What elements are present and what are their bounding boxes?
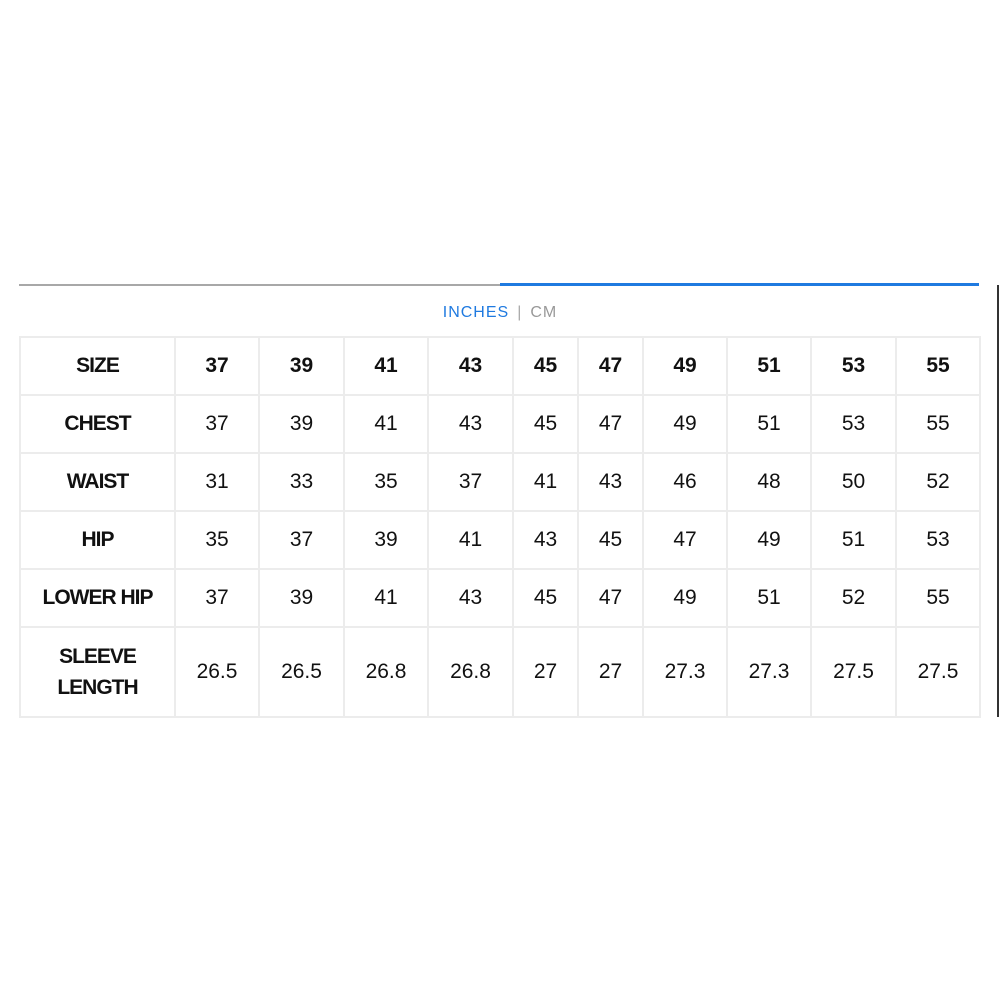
measurement-cell: 37	[174, 568, 260, 628]
row-label: WAIST	[19, 452, 176, 512]
row-label: SLEEVE LENGTH	[19, 626, 176, 718]
size-header-cell: 47	[577, 336, 644, 396]
row-label-line: SLEEVE	[59, 645, 137, 668]
unit-cm-button[interactable]: CM	[530, 304, 558, 321]
measurement-cell: 51	[726, 568, 812, 628]
size-header-cell: 41	[343, 336, 429, 396]
size-header-cell: 45	[512, 336, 579, 396]
row-label: HIP	[19, 510, 176, 570]
size-chart-table: SIZE 37 39 41 43 45 47 49 51 53 55 CHEST 37 39 41 43 45 4…	[19, 336, 981, 718]
measurement-cell: 27.5	[895, 626, 981, 718]
measurement-cell: 26.8	[427, 626, 514, 718]
measurement-cell: 35	[174, 510, 260, 570]
measurement-cell: 26.5	[174, 626, 260, 718]
measurement-cell: 52	[810, 568, 897, 628]
measurement-cell: 50	[810, 452, 897, 512]
measurement-cell: 26.8	[343, 626, 429, 718]
measurement-cell: 35	[343, 452, 429, 512]
measurement-cell: 45	[512, 568, 579, 628]
measurement-cell: 49	[726, 510, 812, 570]
measurement-cell: 49	[642, 568, 728, 628]
size-header-cell: 43	[427, 336, 514, 396]
table-row: WAIST 31 33 35 37 41 43 46 48 50 52	[19, 452, 981, 512]
measurement-cell: 55	[895, 568, 981, 628]
header-row: SIZE 37 39 41 43 45 47 49 51 53 55	[19, 336, 981, 396]
table-row: HIP 35 37 39 41 43 45 47 49 51 53	[19, 510, 981, 570]
measurement-cell: 47	[577, 568, 644, 628]
unit-inches-button[interactable]: INCHES	[442, 304, 510, 321]
table-row: CHEST 37 39 41 43 45 47 49 51 53 55	[19, 394, 981, 454]
unit-toggle: INCHES | CM	[0, 304, 1000, 322]
measurement-cell: 53	[810, 394, 897, 454]
measurement-cell: 41	[343, 568, 429, 628]
row-label: SIZE	[19, 336, 176, 396]
measurement-cell: 27	[577, 626, 644, 718]
table-row: SLEEVE LENGTH 26.5 26.5 26.8 26.8 27 27 27.3 27.3…	[19, 626, 981, 718]
measurement-cell: 43	[577, 452, 644, 512]
measurement-cell: 53	[895, 510, 981, 570]
size-header-cell: 51	[726, 336, 812, 396]
measurement-cell: 43	[512, 510, 579, 570]
size-header-cell: 55	[895, 336, 981, 396]
measurement-cell: 41	[512, 452, 579, 512]
size-header-cell: 53	[810, 336, 897, 396]
measurement-cell: 41	[427, 510, 514, 570]
measurement-cell: 39	[258, 394, 345, 454]
tab-indicator-active	[500, 283, 979, 286]
measurement-cell: 31	[174, 452, 260, 512]
measurement-cell: 51	[726, 394, 812, 454]
measurement-cell: 46	[642, 452, 728, 512]
table-row: LOWER HIP 37 39 41 43 45 47 49 51 52 55	[19, 568, 981, 628]
measurement-cell: 52	[895, 452, 981, 512]
measurement-cell: 27.5	[810, 626, 897, 718]
measurement-cell: 26.5	[258, 626, 345, 718]
measurement-cell: 39	[258, 568, 345, 628]
size-header-cell: 49	[642, 336, 728, 396]
measurement-cell: 55	[895, 394, 981, 454]
measurement-cell: 37	[427, 452, 514, 512]
measurement-cell: 51	[810, 510, 897, 570]
measurement-cell: 27	[512, 626, 579, 718]
row-label: CHEST	[19, 394, 176, 454]
measurement-cell: 47	[577, 394, 644, 454]
measurement-cell: 43	[427, 568, 514, 628]
measurement-cell: 43	[427, 394, 514, 454]
measurement-cell: 47	[642, 510, 728, 570]
row-label-line: LENGTH	[57, 676, 138, 699]
size-header-cell: 39	[258, 336, 345, 396]
measurement-cell: 45	[512, 394, 579, 454]
measurement-cell: 39	[343, 510, 429, 570]
measurement-cell: 27.3	[642, 626, 728, 718]
row-label: LOWER HIP	[19, 568, 176, 628]
measurement-cell: 37	[258, 510, 345, 570]
unit-separator: |	[517, 304, 523, 321]
measurement-cell: 37	[174, 394, 260, 454]
measurement-cell: 49	[642, 394, 728, 454]
measurement-cell: 33	[258, 452, 345, 512]
measurement-cell: 48	[726, 452, 812, 512]
tab-indicator-inactive	[19, 284, 500, 286]
measurement-cell: 45	[577, 510, 644, 570]
measurement-cell: 41	[343, 394, 429, 454]
size-header-cell: 37	[174, 336, 260, 396]
scrollbar[interactable]	[997, 285, 999, 717]
measurement-cell: 27.3	[726, 626, 812, 718]
